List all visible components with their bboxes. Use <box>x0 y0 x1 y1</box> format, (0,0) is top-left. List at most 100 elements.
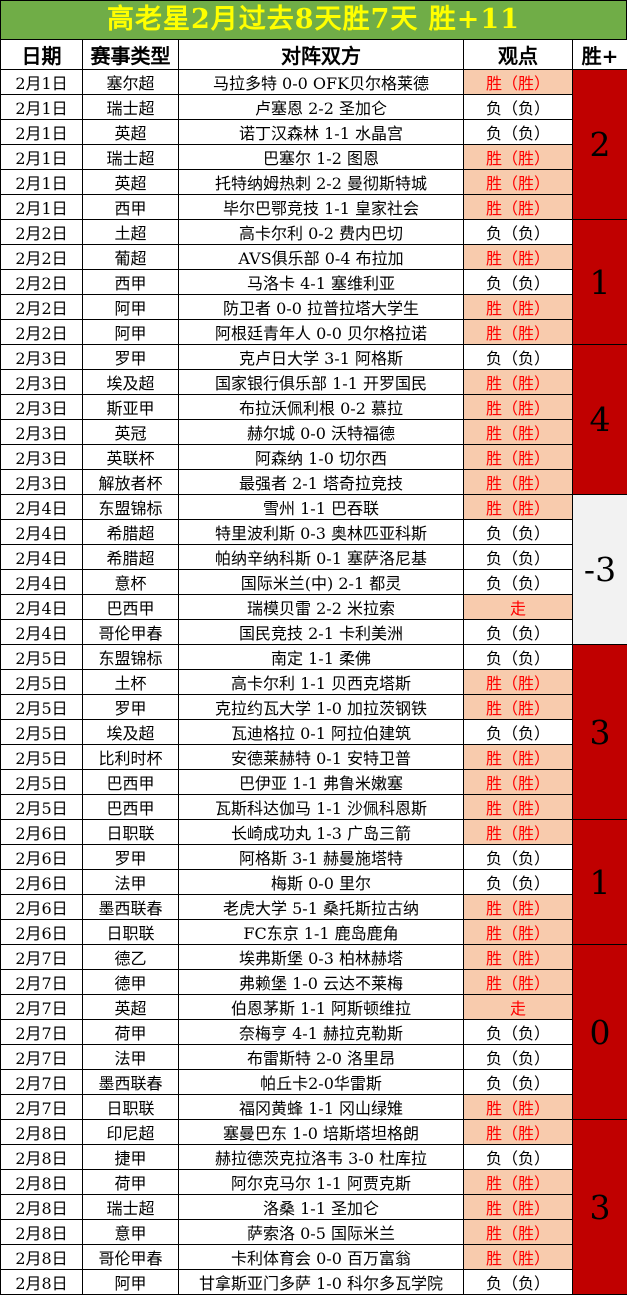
match-cell: 帕丘卡2-0华雷斯 <box>179 1070 464 1095</box>
opinion-cell: 胜（胜） <box>464 70 573 95</box>
date-cell: 2月1日 <box>1 95 83 120</box>
date-cell: 2月2日 <box>1 320 83 345</box>
league-cell: 捷甲 <box>83 1145 179 1170</box>
date-cell: 2月7日 <box>1 945 83 970</box>
league-cell: 英冠 <box>83 420 179 445</box>
table-row: 2月3日英联杯阿森纳 1-0 切尔西胜（胜） <box>1 445 627 470</box>
table-row: 2月8日印尼超塞曼巴东 1-0 培斯塔坦格朗胜（胜）3 <box>1 1120 627 1145</box>
match-cell: 甘拿斯亚门多萨 1-0 科尔多瓦学院 <box>179 1270 464 1295</box>
match-cell: 国际米兰(中) 2-1 都灵 <box>179 570 464 595</box>
date-cell: 2月3日 <box>1 445 83 470</box>
date-cell: 2月6日 <box>1 920 83 945</box>
match-cell: 弗赖堡 1-0 云达不莱梅 <box>179 970 464 995</box>
opinion-cell: 负（负） <box>464 570 573 595</box>
date-cell: 2月3日 <box>1 395 83 420</box>
league-cell: 西甲 <box>83 195 179 220</box>
date-cell: 2月5日 <box>1 645 83 670</box>
league-cell: 德甲 <box>83 970 179 995</box>
match-cell: 奈梅亨 4-1 赫拉克勒斯 <box>179 1020 464 1045</box>
match-cell: 伯恩茅斯 1-1 阿斯顿维拉 <box>179 995 464 1020</box>
table-row: 2月6日墨西联春老虎大学 5-1 桑托斯拉古纳胜（胜） <box>1 895 627 920</box>
match-cell: 布雷斯特 2-0 洛里昂 <box>179 1045 464 1070</box>
table-row: 2月1日瑞士超巴塞尔 1-2 图恩胜（胜） <box>1 145 627 170</box>
table-row: 2月6日罗甲阿格斯 3-1 赫曼施塔特负（负） <box>1 845 627 870</box>
league-cell: 葡超 <box>83 245 179 270</box>
league-cell: 比利时杯 <box>83 745 179 770</box>
opinion-cell: 胜（胜） <box>464 1220 573 1245</box>
league-cell: 日职联 <box>83 1095 179 1120</box>
date-cell: 2月5日 <box>1 720 83 745</box>
league-cell: 罗甲 <box>83 845 179 870</box>
page-title: 高老星2月过去8天胜7天 胜+11 <box>0 0 627 39</box>
table-row: 2月4日巴西甲瑞模贝雷 2-2 米拉索走 <box>1 595 627 620</box>
opinion-cell: 胜（胜） <box>464 295 573 320</box>
league-cell: 土杯 <box>83 670 179 695</box>
league-cell: 瑞士超 <box>83 1195 179 1220</box>
league-cell: 英超 <box>83 170 179 195</box>
league-cell: 法甲 <box>83 1045 179 1070</box>
date-cell: 2月5日 <box>1 795 83 820</box>
table-row: 2月1日英超托特纳姆热刺 2-2 曼彻斯特城胜（胜） <box>1 170 627 195</box>
league-cell: 阿甲 <box>83 295 179 320</box>
league-cell: 斯亚甲 <box>83 395 179 420</box>
match-cell: 梅斯 0-0 里尔 <box>179 870 464 895</box>
opinion-cell: 胜（胜） <box>464 170 573 195</box>
match-cell: 防卫者 0-0 拉普拉塔大学生 <box>179 295 464 320</box>
opinion-cell: 胜（胜） <box>464 395 573 420</box>
opinion-cell: 负（负） <box>464 345 573 370</box>
match-cell: 国家银行俱乐部 1-1 开罗国民 <box>179 370 464 395</box>
match-cell: 诺丁汉森林 1-1 水晶宫 <box>179 120 464 145</box>
opinion-cell: 负（负） <box>464 620 573 645</box>
date-cell: 2月4日 <box>1 495 83 520</box>
league-cell: 塞尔超 <box>83 70 179 95</box>
match-cell: 高卡尔利 0-2 费内巴切 <box>179 220 464 245</box>
table-row: 2月7日日职联福冈黄蜂 1-1 冈山绿雉胜（胜） <box>1 1095 627 1120</box>
date-cell: 2月4日 <box>1 595 83 620</box>
opinion-cell: 胜（胜） <box>464 695 573 720</box>
date-cell: 2月3日 <box>1 345 83 370</box>
match-cell: 安德莱赫特 0-1 安特卫普 <box>179 745 464 770</box>
opinion-cell: 胜（胜） <box>464 420 573 445</box>
date-cell: 2月6日 <box>1 820 83 845</box>
match-cell: 福冈黄蜂 1-1 冈山绿雉 <box>179 1095 464 1120</box>
league-cell: 瑞士超 <box>83 145 179 170</box>
league-cell: 英超 <box>83 120 179 145</box>
table-row: 2月2日阿甲防卫者 0-0 拉普拉塔大学生胜（胜） <box>1 295 627 320</box>
date-cell: 2月8日 <box>1 1270 83 1295</box>
league-cell: 英超 <box>83 995 179 1020</box>
opinion-cell: 胜（胜） <box>464 195 573 220</box>
match-cell: 托特纳姆热刺 2-2 曼彻斯特城 <box>179 170 464 195</box>
opinion-cell: 负（负） <box>464 1045 573 1070</box>
table-row: 2月1日瑞士超卢塞恩 2-2 圣加仑负（负） <box>1 95 627 120</box>
opinion-cell: 胜（胜） <box>464 1245 573 1270</box>
date-cell: 2月1日 <box>1 145 83 170</box>
match-cell: 洛桑 1-1 圣加仑 <box>179 1195 464 1220</box>
table-row: 2月7日德乙埃弗斯堡 0-3 柏林赫塔胜（胜）0 <box>1 945 627 970</box>
league-cell: 东盟锦标 <box>83 495 179 520</box>
opinion-cell: 胜（胜） <box>464 920 573 945</box>
league-cell: 埃及超 <box>83 720 179 745</box>
table-row: 2月5日土杯高卡尔利 1-1 贝西克塔斯胜（胜） <box>1 670 627 695</box>
opinion-cell: 胜（胜） <box>464 670 573 695</box>
table-row: 2月2日西甲马洛卡 4-1 塞维利亚负（负） <box>1 270 627 295</box>
date-cell: 2月4日 <box>1 520 83 545</box>
date-cell: 2月1日 <box>1 195 83 220</box>
league-cell: 墨西联春 <box>83 1070 179 1095</box>
league-cell: 希腊超 <box>83 520 179 545</box>
league-cell: 日职联 <box>83 920 179 945</box>
table-row: 2月5日罗甲克拉约瓦大学 1-0 加拉茨钢铁胜（胜） <box>1 695 627 720</box>
match-cell: 南定 1-1 柔佛 <box>179 645 464 670</box>
table-row: 2月1日英超诺丁汉森林 1-1 水晶宫负（负） <box>1 120 627 145</box>
opinion-cell: 胜（胜） <box>464 1195 573 1220</box>
match-cell: 卡利体育会 0-0 百万富翁 <box>179 1245 464 1270</box>
league-cell: 阿甲 <box>83 1270 179 1295</box>
league-cell: 法甲 <box>83 870 179 895</box>
opinion-cell: 胜（胜） <box>464 745 573 770</box>
league-cell: 意甲 <box>83 1220 179 1245</box>
league-cell: 土超 <box>83 220 179 245</box>
date-cell: 2月1日 <box>1 120 83 145</box>
match-cell: 长崎成功丸 1-3 广岛三箭 <box>179 820 464 845</box>
opinion-cell: 负（负） <box>464 95 573 120</box>
